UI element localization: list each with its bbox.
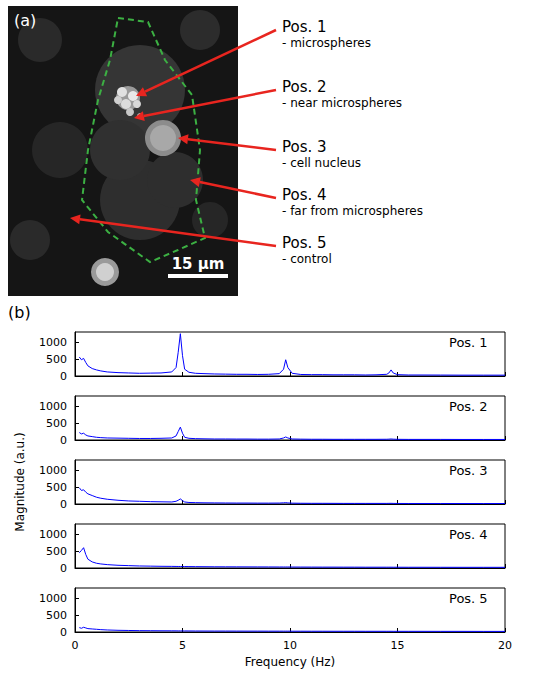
svg-text:Pos. 3: Pos. 3: [282, 138, 327, 156]
svg-text:Pos. 1: Pos. 1: [449, 335, 488, 350]
svg-text:Pos. 3: Pos. 3: [449, 463, 488, 478]
svg-text:Pos. 1: Pos. 1: [282, 18, 327, 36]
svg-text:10: 10: [283, 639, 297, 652]
svg-text:0: 0: [60, 498, 67, 511]
svg-text:- near microspheres: - near microspheres: [282, 96, 402, 110]
svg-text:500: 500: [46, 417, 67, 430]
svg-text:500: 500: [46, 609, 67, 622]
svg-text:Pos. 5: Pos. 5: [282, 234, 327, 252]
svg-text:Pos. 4: Pos. 4: [282, 186, 327, 204]
svg-text:1000: 1000: [39, 592, 67, 605]
svg-text:1000: 1000: [39, 336, 67, 349]
svg-text:- cell nucleus: - cell nucleus: [282, 156, 361, 170]
svg-text:Pos. 4: Pos. 4: [449, 527, 488, 542]
svg-text:20: 20: [498, 639, 512, 652]
svg-text:- far from microspheres: - far from microspheres: [282, 204, 423, 218]
svg-text:(a): (a): [14, 11, 36, 30]
svg-text:Magnitude (a.u.): Magnitude (a.u.): [13, 432, 27, 531]
svg-text:0: 0: [60, 562, 67, 575]
svg-text:(b): (b): [8, 303, 31, 322]
svg-text:0: 0: [60, 434, 67, 447]
svg-text:1000: 1000: [39, 400, 67, 413]
svg-text:Pos. 5: Pos. 5: [449, 591, 488, 606]
svg-text:Pos. 2: Pos. 2: [282, 78, 327, 96]
svg-text:1000: 1000: [39, 528, 67, 541]
svg-text:1000: 1000: [39, 464, 67, 477]
svg-text:500: 500: [46, 353, 67, 366]
svg-text:- microspheres: - microspheres: [282, 36, 371, 50]
svg-text:500: 500: [46, 481, 67, 494]
svg-text:15: 15: [391, 639, 405, 652]
svg-text:Pos. 2: Pos. 2: [449, 399, 488, 414]
svg-text:0: 0: [60, 370, 67, 383]
svg-text:0: 0: [60, 626, 67, 639]
svg-text:Frequency (Hz): Frequency (Hz): [245, 655, 336, 669]
svg-text:500: 500: [46, 545, 67, 558]
svg-text:5: 5: [179, 639, 186, 652]
svg-text:15 µm: 15 µm: [172, 255, 225, 273]
svg-text:- control: - control: [282, 252, 332, 266]
svg-text:0: 0: [72, 639, 79, 652]
